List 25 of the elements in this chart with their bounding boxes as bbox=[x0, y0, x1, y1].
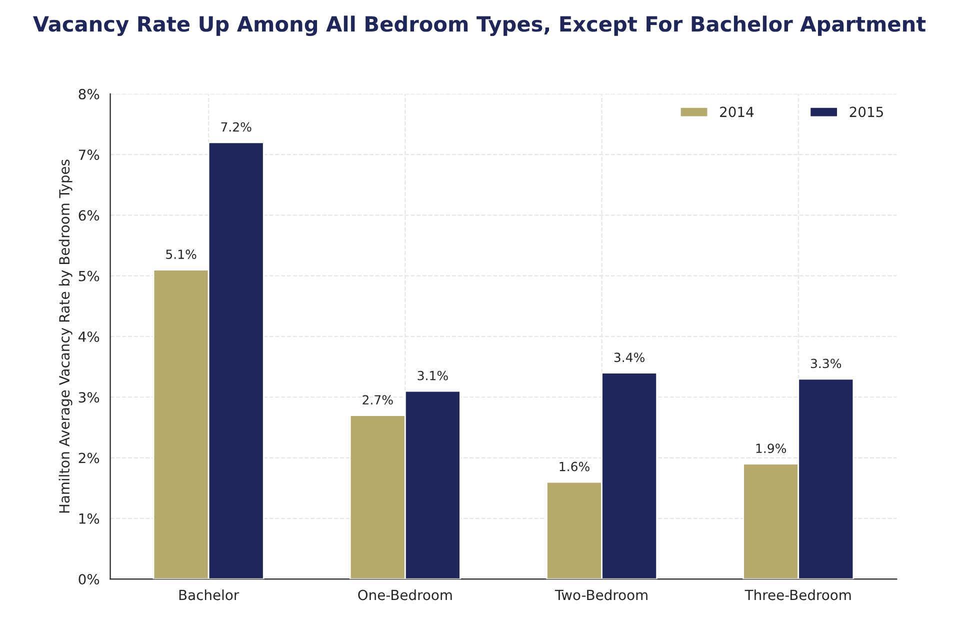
data-label: 2.7% bbox=[362, 395, 393, 405]
y-tick-label: 2% bbox=[78, 452, 100, 464]
x-tick-label: One-Bedroom bbox=[358, 589, 452, 600]
data-label: 7.2% bbox=[221, 122, 252, 132]
y-tick-label: 6% bbox=[78, 210, 100, 221]
chart-title: Vacancy Rate Up Among All Bedroom Types, Except For Bachelor Apartment bbox=[33, 16, 926, 36]
y-tick-label: 5% bbox=[78, 270, 100, 282]
y-tick-label: 4% bbox=[78, 331, 100, 342]
data-label: 1.6% bbox=[560, 462, 590, 472]
y-tick-label: 0% bbox=[78, 574, 100, 585]
data-label: 5.1% bbox=[166, 250, 196, 260]
data-label: 1.9% bbox=[756, 444, 786, 454]
data-label: 3.3% bbox=[810, 358, 842, 368]
legend-label: 2015 bbox=[850, 106, 883, 118]
y-axis-title: Hamilton Average Vacancy Rate by Bedroom Types bbox=[58, 160, 72, 513]
y-tick-label: 1% bbox=[79, 513, 100, 524]
data-label: 3.1% bbox=[418, 370, 448, 380]
y-tick-label: 8% bbox=[78, 88, 100, 100]
legend-label: 2014 bbox=[720, 106, 754, 118]
data-label: 3.4% bbox=[614, 352, 644, 362]
y-tick-label: 3% bbox=[78, 392, 100, 403]
x-tick-label: Bachelor bbox=[179, 589, 240, 600]
x-tick-label: Three-Bedroom bbox=[744, 589, 851, 600]
x-tick-label: Two-Bedroom bbox=[554, 589, 648, 600]
y-tick-label: 7% bbox=[78, 150, 100, 160]
